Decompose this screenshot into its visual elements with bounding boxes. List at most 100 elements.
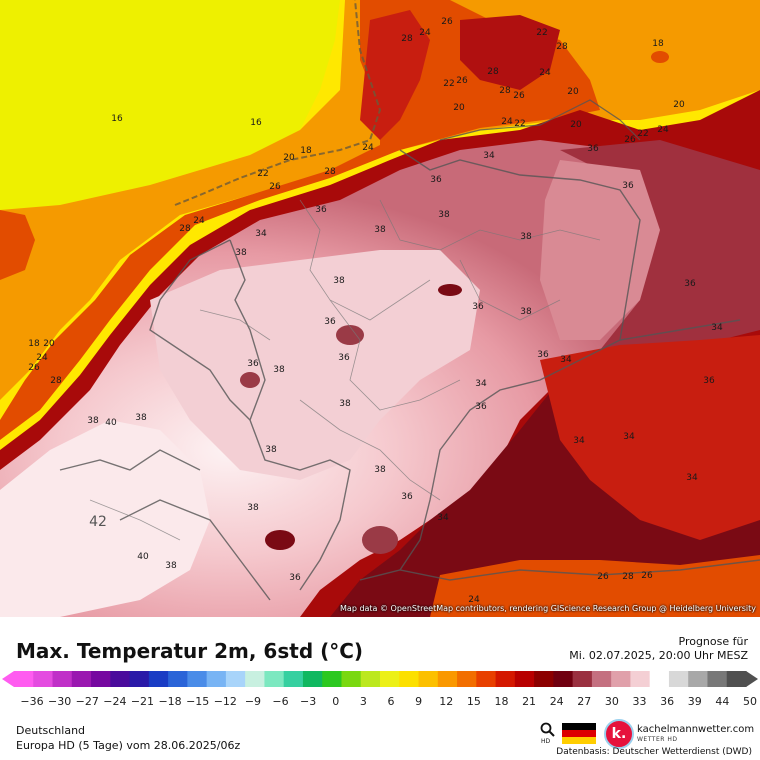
color-bar-tick-label: 30	[605, 695, 619, 708]
color-bar-segment	[245, 671, 265, 687]
dark-spot	[362, 526, 398, 554]
germany-flag-icon[interactable]	[562, 723, 596, 744]
isotherm-label: 22	[443, 79, 455, 89]
isotherm-label: 36	[401, 492, 413, 502]
denmark-area	[360, 10, 430, 140]
isotherm-label: 38	[339, 399, 351, 409]
isotherm-label: 16	[111, 114, 123, 124]
color-bar-segment	[33, 671, 54, 687]
forecast-label: Prognose für	[678, 635, 749, 648]
color-bar-arrow-right	[746, 671, 758, 687]
color-bar-tick-label: 3	[360, 695, 367, 708]
isotherm-label: 38	[520, 307, 532, 317]
color-bar-segment	[71, 671, 92, 687]
dark-spot	[336, 325, 364, 345]
coastline	[174, 0, 382, 206]
isotherm-label: 38	[87, 416, 99, 426]
isotherm-label: 22	[514, 119, 526, 129]
isotherm-label: 34	[623, 432, 635, 442]
color-bar-segment	[14, 671, 34, 687]
isotherm-label: 28	[401, 34, 413, 44]
country-borders	[59, 149, 760, 601]
color-bar-segment	[688, 671, 708, 687]
isotherm-label: 36	[338, 353, 350, 363]
color-bar-tick-label: −9	[245, 695, 261, 708]
color-bar-segment	[129, 671, 150, 687]
color-bar-tick-label: 39	[688, 695, 702, 708]
color-bar-tick-label: 18	[494, 695, 508, 708]
isotherm-label: 34	[483, 151, 495, 161]
color-bar-tick-label: 27	[577, 695, 591, 708]
isotherm-label: 38	[165, 561, 177, 571]
color-bar-tick-label: −30	[48, 695, 71, 708]
isotherm-label: 20	[567, 87, 579, 97]
color-bar-tick-label: −15	[186, 695, 209, 708]
isotherm-label: 38	[374, 225, 386, 235]
isotherm-label: 24	[657, 125, 669, 135]
color-bar-tick-label: 21	[522, 695, 536, 708]
color-bar-segment	[630, 671, 651, 687]
isotherm-label: 26	[456, 76, 468, 86]
color-bar-segment	[168, 671, 188, 687]
isotherm-label: 28	[622, 572, 634, 582]
color-bar-tick-label: 44	[715, 695, 729, 708]
color-bar-segment	[380, 671, 400, 687]
data-source: Datenbasis: Deutscher Wetterdienst (DWD)	[556, 747, 752, 757]
color-bar-segment	[283, 671, 304, 687]
core-mid	[150, 250, 480, 480]
isotherm-label: 36	[247, 359, 259, 369]
isotherm-label: 34	[573, 436, 585, 446]
isotherm-label: 38	[438, 210, 450, 220]
isotherm-label: 24	[362, 143, 374, 153]
isotherm-label: 40	[105, 418, 117, 428]
isotherm-label: 20	[283, 153, 295, 163]
color-bar-segment	[418, 671, 439, 687]
isotherm-label: 36	[289, 573, 301, 583]
chart-title: Max. Temperatur 2m, 6std (°C)	[16, 639, 364, 663]
isotherm-label: 26	[641, 571, 653, 581]
color-bar-tick-label: 12	[439, 695, 453, 708]
map-attribution[interactable]: Map data © OpenStreetMap contributors, r…	[340, 604, 756, 613]
dark-spot	[651, 51, 669, 63]
isotherm-label: 36	[622, 181, 634, 191]
isotherm-label: 28	[499, 86, 511, 96]
kachelmann-logo[interactable]: k.	[604, 719, 634, 749]
isotherm-label: 34	[711, 323, 723, 333]
isotherm-label: 38	[265, 445, 277, 455]
color-bar-tick-label: 36	[660, 695, 674, 708]
isotherm-label: 22	[257, 169, 269, 179]
isotherm-label: 34	[560, 355, 572, 365]
isotherm-label: 28	[324, 167, 336, 177]
isotherm-label: 18	[28, 339, 40, 349]
isotherm-label: 20	[570, 120, 582, 130]
color-bar-segment	[707, 671, 728, 687]
region-borders	[89, 199, 601, 541]
temperature-map[interactable]: 16 16 18 20 22 26 28 24 28 24 26 22 28 18 22 26 28 24 28 26…	[0, 0, 760, 617]
color-bar-segment	[110, 671, 131, 687]
isotherm-label: 24	[36, 353, 48, 363]
color-bar-tick-label: 15	[467, 695, 481, 708]
isotherm-label: 40	[137, 552, 149, 562]
color-bar-arrow-left	[2, 671, 14, 687]
isotherm-label: 36	[703, 376, 715, 386]
color-bar-segment	[264, 671, 285, 687]
color-bar-segment	[148, 671, 169, 687]
isotherm-label: 36	[684, 279, 696, 289]
isotherm-label: 36	[537, 350, 549, 360]
zoom-hd-icon[interactable]: HD	[540, 722, 556, 744]
model-run: Europa HD (5 Tage) vom 28.06.2025/06z	[16, 739, 241, 752]
color-bar-tick-label: 50	[743, 695, 757, 708]
color-bar-tick-label: −6	[272, 695, 288, 708]
isotherm-label: 18	[652, 39, 664, 49]
dark-spot	[240, 372, 260, 388]
isotherm-label: 36	[475, 402, 487, 412]
hd-label: HD	[541, 738, 551, 744]
isotherm-label: 34	[437, 513, 449, 523]
brand-name[interactable]: kachelmannwetter.com	[637, 724, 755, 735]
forecast-date: Mi. 02.07.2025, 20:00 Uhr MESZ	[569, 649, 748, 662]
color-bar-segment	[668, 671, 689, 687]
color-bar-segment	[649, 671, 670, 687]
color-bar-segment	[91, 671, 111, 687]
isotherm-label: 26	[269, 182, 281, 192]
coastline	[439, 99, 641, 141]
